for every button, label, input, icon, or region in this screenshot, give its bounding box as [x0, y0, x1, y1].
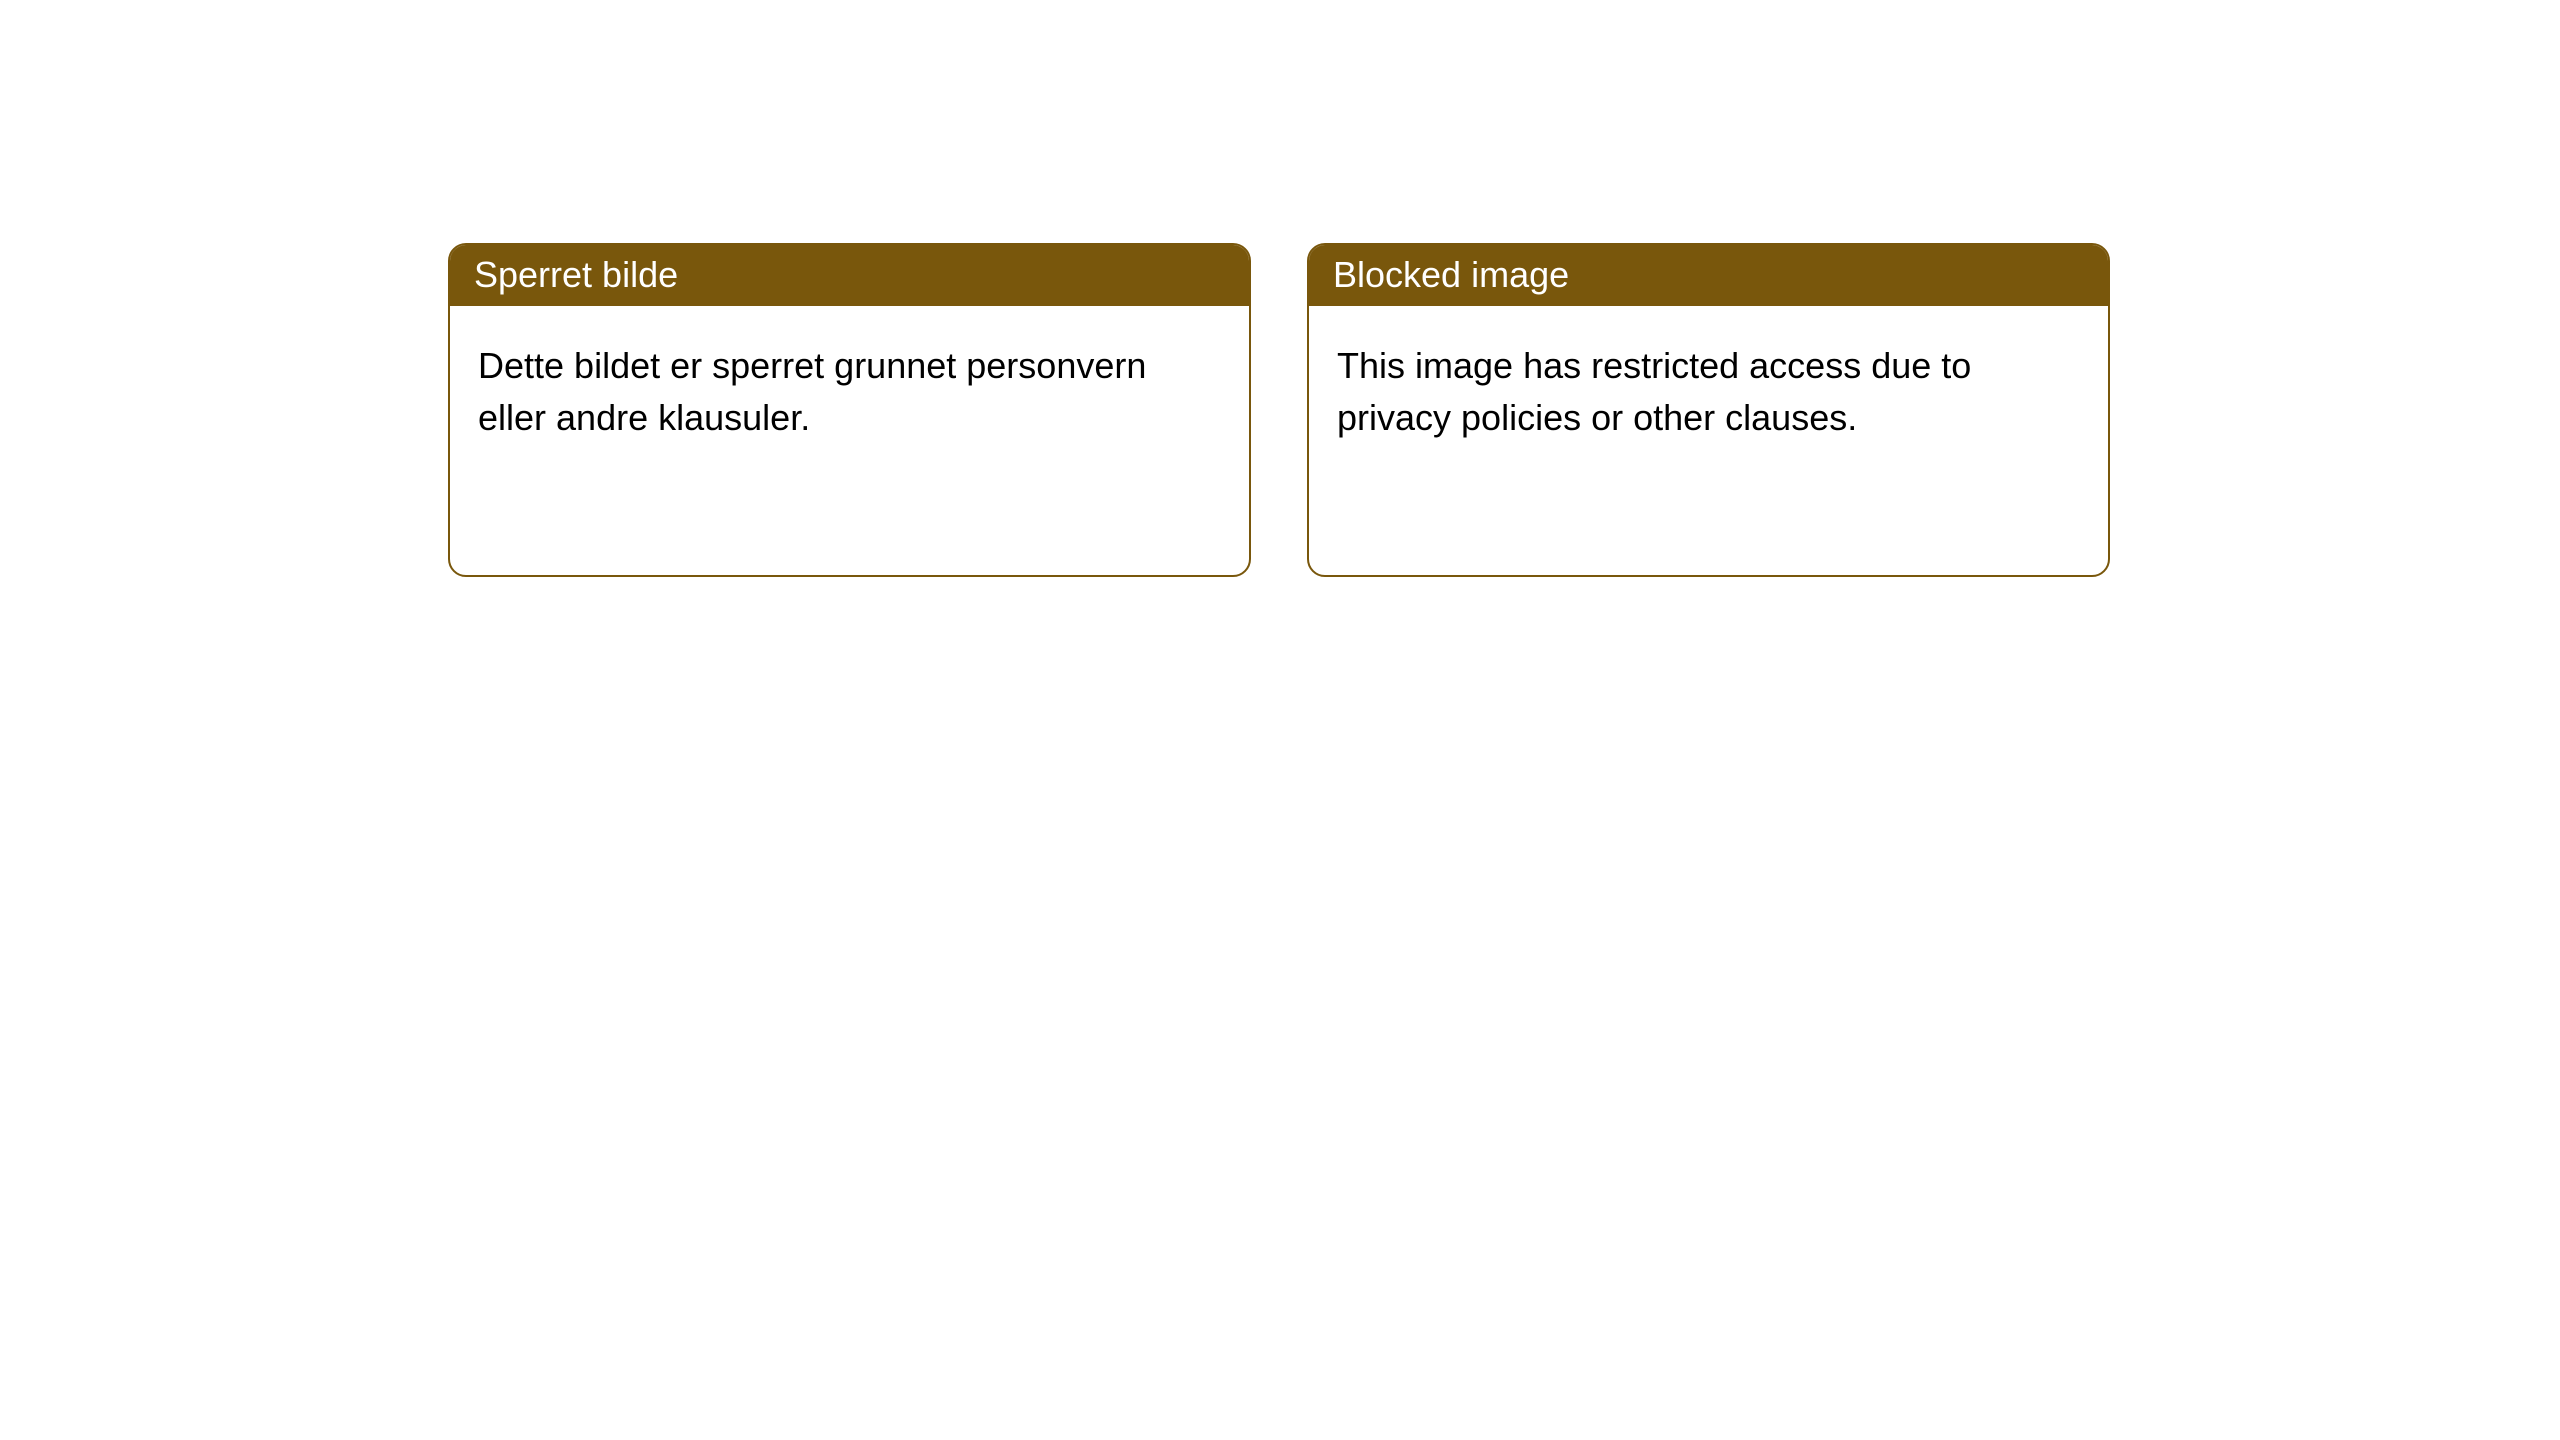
card-title: Sperret bilde: [450, 245, 1249, 306]
blocked-image-card-en: Blocked image This image has restricted …: [1307, 243, 2110, 577]
card-body: Dette bildet er sperret grunnet personve…: [450, 306, 1249, 478]
card-title: Blocked image: [1309, 245, 2108, 306]
card-body: This image has restricted access due to …: [1309, 306, 2108, 478]
card-row: Sperret bilde Dette bildet er sperret gr…: [0, 0, 2560, 577]
blocked-image-card-no: Sperret bilde Dette bildet er sperret gr…: [448, 243, 1251, 577]
